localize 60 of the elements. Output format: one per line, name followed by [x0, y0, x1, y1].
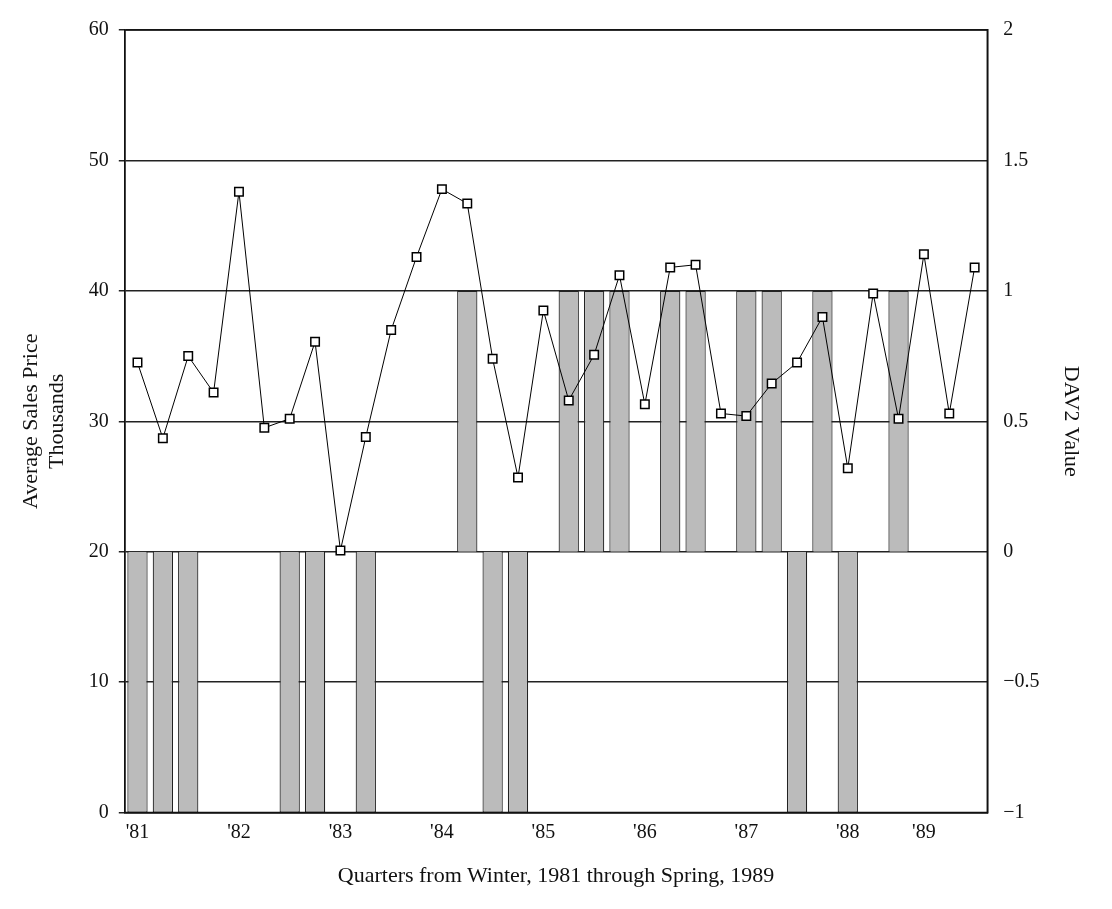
point	[157, 433, 168, 444]
point	[284, 413, 295, 424]
point	[183, 351, 194, 362]
point	[411, 251, 422, 262]
y2-tick-label: 2	[1003, 17, 1014, 40]
y-tick-label: 0	[98, 799, 109, 822]
point	[614, 270, 625, 281]
x-tick-label: '84	[430, 819, 454, 842]
point	[386, 325, 397, 335]
point	[690, 259, 701, 270]
point	[893, 413, 904, 424]
point	[969, 262, 980, 273]
point	[817, 311, 828, 322]
point	[944, 408, 955, 419]
x-tick-label: '88	[835, 819, 860, 842]
y-tick-label: 60	[88, 17, 109, 40]
point	[842, 463, 853, 474]
point	[310, 336, 321, 347]
point	[715, 408, 726, 419]
point	[741, 411, 752, 422]
point	[639, 399, 650, 410]
point	[132, 357, 143, 368]
point	[766, 378, 777, 389]
point	[360, 431, 371, 442]
y2-tick-label: −0.5	[1003, 669, 1040, 692]
x-tick-label: '89	[912, 819, 936, 842]
point	[538, 305, 549, 316]
point	[563, 395, 574, 406]
point	[436, 184, 447, 195]
point	[208, 387, 219, 398]
point	[335, 545, 346, 556]
point	[665, 262, 676, 273]
y2-tick-label: 0	[1003, 538, 1014, 561]
point	[589, 349, 600, 360]
y-tick-label: 20	[88, 538, 109, 561]
point	[513, 472, 523, 483]
y-tick-label: 40	[88, 278, 109, 301]
y-tick-label: 50	[88, 147, 109, 170]
x-tick-label: '85	[531, 819, 556, 842]
point	[233, 186, 244, 197]
point	[487, 353, 498, 364]
point	[259, 422, 270, 433]
x-axis-title: Quarters from Winter, 1981 through Spring, 1989	[337, 861, 775, 887]
y2-tick-label: 1.5	[1003, 147, 1029, 170]
y-tick-label: 30	[88, 408, 109, 431]
y2-tick-label: 1	[1003, 278, 1014, 301]
x-tick-label: '87	[734, 819, 759, 842]
point	[792, 357, 803, 368]
x-tick-label: '81	[125, 819, 150, 842]
point	[868, 288, 879, 299]
x-tick-label: '86	[633, 819, 657, 842]
y2-tick-label: −1	[1003, 799, 1025, 822]
x-tick-label: '83	[328, 819, 353, 842]
y-axis-title: Average Sales Price Thousands	[16, 333, 69, 510]
x-tick-label: '82	[227, 819, 251, 842]
point	[918, 249, 929, 260]
point	[462, 198, 473, 209]
y2-tick-label: 0.5	[1003, 408, 1029, 431]
y-tick-label: 10	[88, 669, 109, 692]
y2-axis-title: DAV2 Value	[1060, 365, 1086, 477]
